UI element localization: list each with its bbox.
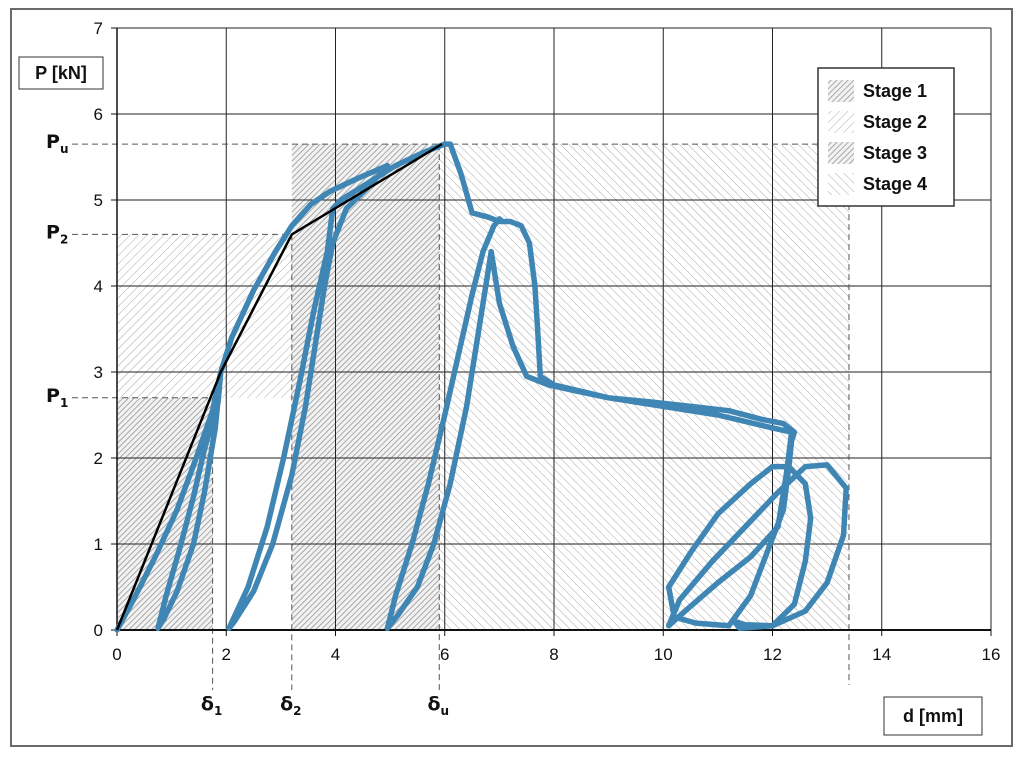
- y-tick-label: 6: [94, 105, 103, 124]
- x-axis-label: d [mm]: [903, 706, 963, 726]
- label-pu: Pu: [46, 131, 68, 156]
- legend: Stage 1 Stage 2 Stage 3 Stage 4: [817, 67, 955, 207]
- x-tick-label: 10: [654, 645, 673, 664]
- y-axis-label-box: [18, 56, 104, 90]
- cyclic-load-curve: [114, 141, 849, 633]
- legend-label-stage-4: Stage 4: [863, 174, 927, 194]
- legend-swatch-stage-4: [828, 173, 854, 195]
- y-tick-label: 4: [94, 277, 103, 296]
- label-p1: P1: [46, 385, 68, 410]
- x-tick-label: 12: [763, 645, 782, 664]
- stage-region-2: [117, 234, 292, 398]
- y-tick-label: 2: [94, 449, 103, 468]
- legend-label-stage-2: Stage 2: [863, 112, 927, 132]
- label-delta1: δ1: [201, 693, 222, 718]
- y-tick-label: 1: [94, 535, 103, 554]
- stage-region-4: [439, 144, 849, 630]
- x-tick-label: 16: [982, 645, 1001, 664]
- legend-swatch-stage-3: [828, 142, 854, 164]
- x-tick-label: 0: [112, 645, 121, 664]
- legend-swatch-stage-2: [828, 111, 854, 133]
- legend-swatch-stage-1: [828, 80, 854, 102]
- x-axis-label-box: [883, 696, 983, 736]
- legend-label-stage-3: Stage 3: [863, 143, 927, 163]
- y-tick-label: 3: [94, 363, 103, 382]
- stage-region-3: [291, 144, 440, 630]
- label-p2: P2: [46, 221, 68, 246]
- axis-labels: P [kN] d [mm] P1 P2 Pu δ1 δ2 δu: [18, 56, 983, 736]
- x-tick-label: 14: [872, 645, 891, 664]
- y-tick-label: 5: [94, 191, 103, 210]
- x-tick-label: 2: [222, 645, 231, 664]
- y-tick-label: 7: [94, 19, 103, 38]
- legend-label-stage-1: Stage 1: [863, 81, 927, 101]
- x-tick-label: 6: [440, 645, 449, 664]
- label-delta2: δ2: [280, 693, 301, 718]
- x-tick-label: 8: [549, 645, 558, 664]
- y-axis-label: P [kN]: [35, 63, 87, 83]
- characteristic-lines: [72, 143, 850, 690]
- label-deltau: δu: [427, 693, 449, 718]
- x-tick-label: 4: [331, 645, 340, 664]
- curves: [114, 141, 849, 633]
- envelope-curve: [115, 143, 443, 631]
- y-tick-label: 0: [94, 621, 103, 640]
